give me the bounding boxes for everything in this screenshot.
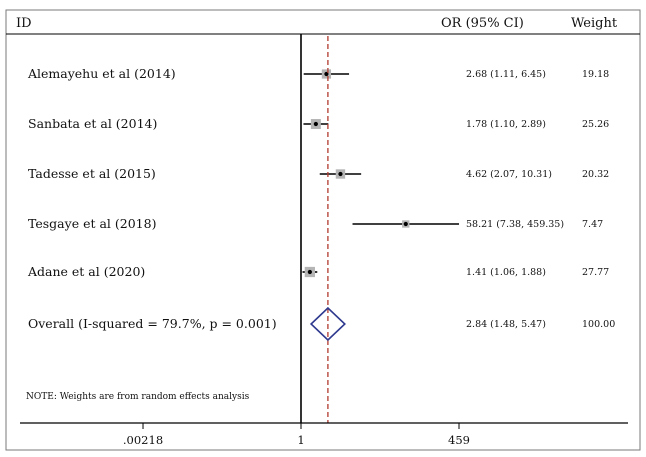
study-row: Alemayehu et al (2014) 2.68 (1.11, 6.45) 1… <box>27 66 609 81</box>
study-label: Sanbata et al (2014) <box>28 116 157 131</box>
study-point <box>313 121 318 127</box>
x-tick-label: 1 <box>297 433 304 447</box>
header-id: ID <box>16 16 32 31</box>
x-axis-ticks: .00218 1 459 <box>123 423 470 447</box>
overall-ci-text: 2.84 (1.48, 5.47) <box>466 319 546 330</box>
overall-weight: 100.00 <box>582 319 615 330</box>
x-tick-label: .00218 <box>123 433 163 447</box>
study-ci-text: 1.78 (1.10, 2.89) <box>466 119 546 130</box>
study-label: Tesgaye et al (2018) <box>28 216 156 231</box>
header-or: OR (95% CI) <box>441 16 524 31</box>
study-row: Adane et al (2020) 1.41 (1.06, 1.88) 27.77 <box>27 264 609 279</box>
weights-note: NOTE: Weights are from random effects an… <box>26 392 250 402</box>
study-label: Alemayehu et al (2014) <box>27 66 176 81</box>
study-ci-text: 1.41 (1.06, 1.88) <box>466 267 546 278</box>
study-ci-text: 2.68 (1.11, 6.45) <box>466 69 546 80</box>
study-weight: 19.18 <box>582 69 609 80</box>
study-row: Tadesse et al (2015) 4.62 (2.07, 10.31) 20… <box>28 166 609 181</box>
study-ci-text: 58.21 (7.38, 459.35) <box>466 219 564 230</box>
study-rows: Alemayehu et al (2014) 2.68 (1.11, 6.45) 1… <box>27 66 609 279</box>
plot-border <box>5 9 641 451</box>
study-row: Sanbata et al (2014) 1.78 (1.10, 2.89) 25.… <box>28 116 609 131</box>
header-weight: Weight <box>571 16 618 31</box>
study-point <box>307 269 312 275</box>
study-weight: 7.47 <box>582 219 603 230</box>
study-point <box>338 171 343 177</box>
study-label: Tadesse et al (2015) <box>28 166 156 181</box>
study-label: Adane et al (2020) <box>27 264 145 279</box>
study-weight: 20.32 <box>582 169 609 180</box>
study-point <box>403 221 408 227</box>
study-weight: 27.77 <box>582 267 609 278</box>
study-row: Tesgaye et al (2018) 58.21 (7.38, 459.35)… <box>28 216 603 231</box>
study-ci-text: 4.62 (2.07, 10.31) <box>466 169 552 180</box>
overall-diamond <box>309 306 346 342</box>
x-tick-label: 459 <box>448 433 470 447</box>
study-weight: 25.26 <box>582 119 609 130</box>
overall-label: Overall (I-squared = 79.7%, p = 0.001) <box>28 316 277 331</box>
